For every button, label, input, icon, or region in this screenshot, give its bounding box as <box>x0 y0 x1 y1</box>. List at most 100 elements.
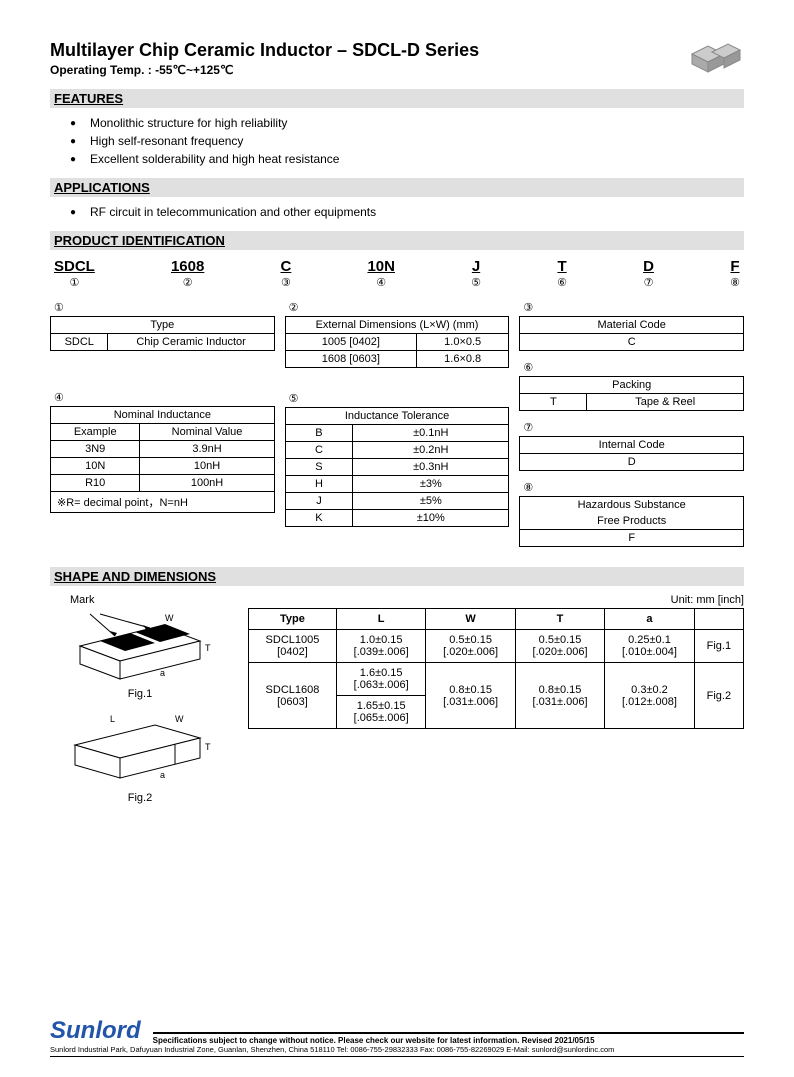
cell: 1.0±0.15 [.039±.006] <box>336 630 425 663</box>
sunlord-logo: Sunlord <box>50 1017 141 1045</box>
fig1-label: Fig.1 <box>50 688 230 700</box>
table-material: Material Code C <box>519 316 744 351</box>
cell: R10 <box>51 475 140 492</box>
unit-label: Unit: mm [inch] <box>248 594 744 606</box>
cell: Example <box>51 424 140 441</box>
table4-label: ④ <box>50 391 275 404</box>
ident-code: D <box>643 258 654 275</box>
cell: ±10% <box>353 510 509 527</box>
feature-item: High self-resonant frequency <box>70 134 744 148</box>
ident-num: ⑦ <box>643 276 654 289</box>
ident-code: SDCL <box>54 258 95 275</box>
feature-item: Excellent solderability and high heat re… <box>70 152 744 166</box>
fig2-diagram: L W T a <box>60 710 220 790</box>
footer: Sunlord Specifications subject to change… <box>50 1017 744 1057</box>
ident-code-row: SDCL① 1608② C③ 10N④ J⑤ T⑥ D⑦ F⑧ <box>50 258 744 297</box>
dimension-table: Type L W T a SDCL1005 [0402] 1.0±0.15 [.… <box>248 608 744 729</box>
cell: 0.3±0.2 [.012±.008] <box>605 663 694 729</box>
table-internal-code: Internal Code D <box>519 436 744 471</box>
operating-temp: Operating Temp. : -55℃~+125℃ <box>50 63 744 77</box>
applications-header: APPLICATIONS <box>50 178 744 197</box>
table2-label: ② <box>285 301 510 314</box>
features-header: FEATURES <box>50 89 744 108</box>
table3-header: Material Code <box>520 317 744 334</box>
cell: ±0.2nH <box>353 442 509 459</box>
table-hazardous: Hazardous Substance Free Products F <box>519 496 744 547</box>
cell: 10N <box>51 458 140 475</box>
table8-label: ⑧ <box>519 481 744 494</box>
cell: 1.65±0.15 [.065±.006] <box>336 696 425 729</box>
cell: 100nH <box>140 475 274 492</box>
table1-header: Type <box>51 317 275 334</box>
cell: 0.5±0.15 [.020±.006] <box>426 630 515 663</box>
cell: Chip Ceramic Inductor <box>108 334 274 351</box>
ident-num: ④ <box>367 276 395 289</box>
cell: Tape & Reel <box>587 394 744 411</box>
cell: J <box>285 493 353 510</box>
table7-header: Internal Code <box>520 437 744 454</box>
col-header: Type <box>249 609 337 630</box>
ident-num: ⑥ <box>557 276 567 289</box>
cell: 1608 [0603] <box>285 351 416 368</box>
cell: 1005 [0402] <box>285 334 416 351</box>
applications-list: RF circuit in telecommunication and othe… <box>50 205 744 219</box>
page-title: Multilayer Chip Ceramic Inductor – SDCL-… <box>50 40 744 61</box>
table5-label: ⑤ <box>285 392 510 405</box>
ident-code: T <box>557 258 567 275</box>
cell: 0.8±0.15 [.031±.006] <box>515 663 604 729</box>
ident-code: 1608 <box>171 258 204 275</box>
ident-num: ① <box>54 276 95 289</box>
table-packing: Packing TTape & Reel <box>519 376 744 411</box>
ident-code: C <box>280 258 291 275</box>
footer-address: Sunlord Industrial Park, Dafuyuan Indust… <box>50 1045 744 1057</box>
svg-text:T: T <box>205 643 211 653</box>
col-header: a <box>605 609 694 630</box>
svg-text:a: a <box>160 770 165 780</box>
svg-text:a: a <box>160 668 165 678</box>
cell: 3N9 <box>51 441 140 458</box>
cell: SDCL <box>51 334 108 351</box>
cell: H <box>285 476 353 493</box>
col-header: T <box>515 609 604 630</box>
shape-header: SHAPE AND DIMENSIONS <box>50 567 744 586</box>
cell: 0.8±0.15 [.031±.006] <box>426 663 515 729</box>
cell: 3.9nH <box>140 441 274 458</box>
cell: Nominal Value <box>140 424 274 441</box>
svg-text:L: L <box>110 714 115 724</box>
table-nominal-inductance: Nominal Inductance ExampleNominal Value … <box>50 406 275 513</box>
table-type: Type SDCLChip Ceramic Inductor <box>50 316 275 351</box>
ident-num: ⑤ <box>471 276 481 289</box>
ident-code: 10N <box>367 258 395 275</box>
table6-label: ⑥ <box>519 361 744 374</box>
table8-header1: Hazardous Substance <box>520 497 744 514</box>
chip-3d-icon <box>688 40 744 79</box>
ident-num: ② <box>171 276 204 289</box>
table4-header: Nominal Inductance <box>51 407 275 424</box>
cell: 1.6×0.8 <box>416 351 508 368</box>
col-header: W <box>426 609 515 630</box>
ident-code: J <box>471 258 481 275</box>
col-header <box>694 609 743 630</box>
table1-label: ① <box>50 301 275 314</box>
cell: C <box>520 334 744 351</box>
cell: ±0.1nH <box>353 425 509 442</box>
table6-header: Packing <box>520 377 744 394</box>
cell: B <box>285 425 353 442</box>
features-list: Monolithic structure for high reliabilit… <box>50 116 744 166</box>
product-id-header: PRODUCT IDENTIFICATION <box>50 231 744 250</box>
fig1-diagram: W T a <box>60 606 220 686</box>
cell: 10nH <box>140 458 274 475</box>
footer-spec: Specifications subject to change without… <box>153 1032 744 1045</box>
ident-num: ⑧ <box>730 276 740 289</box>
cell: D <box>520 454 744 471</box>
svg-text:T: T <box>205 742 211 752</box>
cell: 1.6±0.15 [.063±.006] <box>336 663 425 696</box>
ident-code: F <box>730 258 740 275</box>
cell: K <box>285 510 353 527</box>
cell: Fig.2 <box>694 663 743 729</box>
table2-header: External Dimensions (L×W) (mm) <box>285 317 509 334</box>
cell: Fig.1 <box>694 630 743 663</box>
svg-text:W: W <box>175 714 184 724</box>
ident-num: ③ <box>280 276 291 289</box>
table5-header: Inductance Tolerance <box>285 408 509 425</box>
